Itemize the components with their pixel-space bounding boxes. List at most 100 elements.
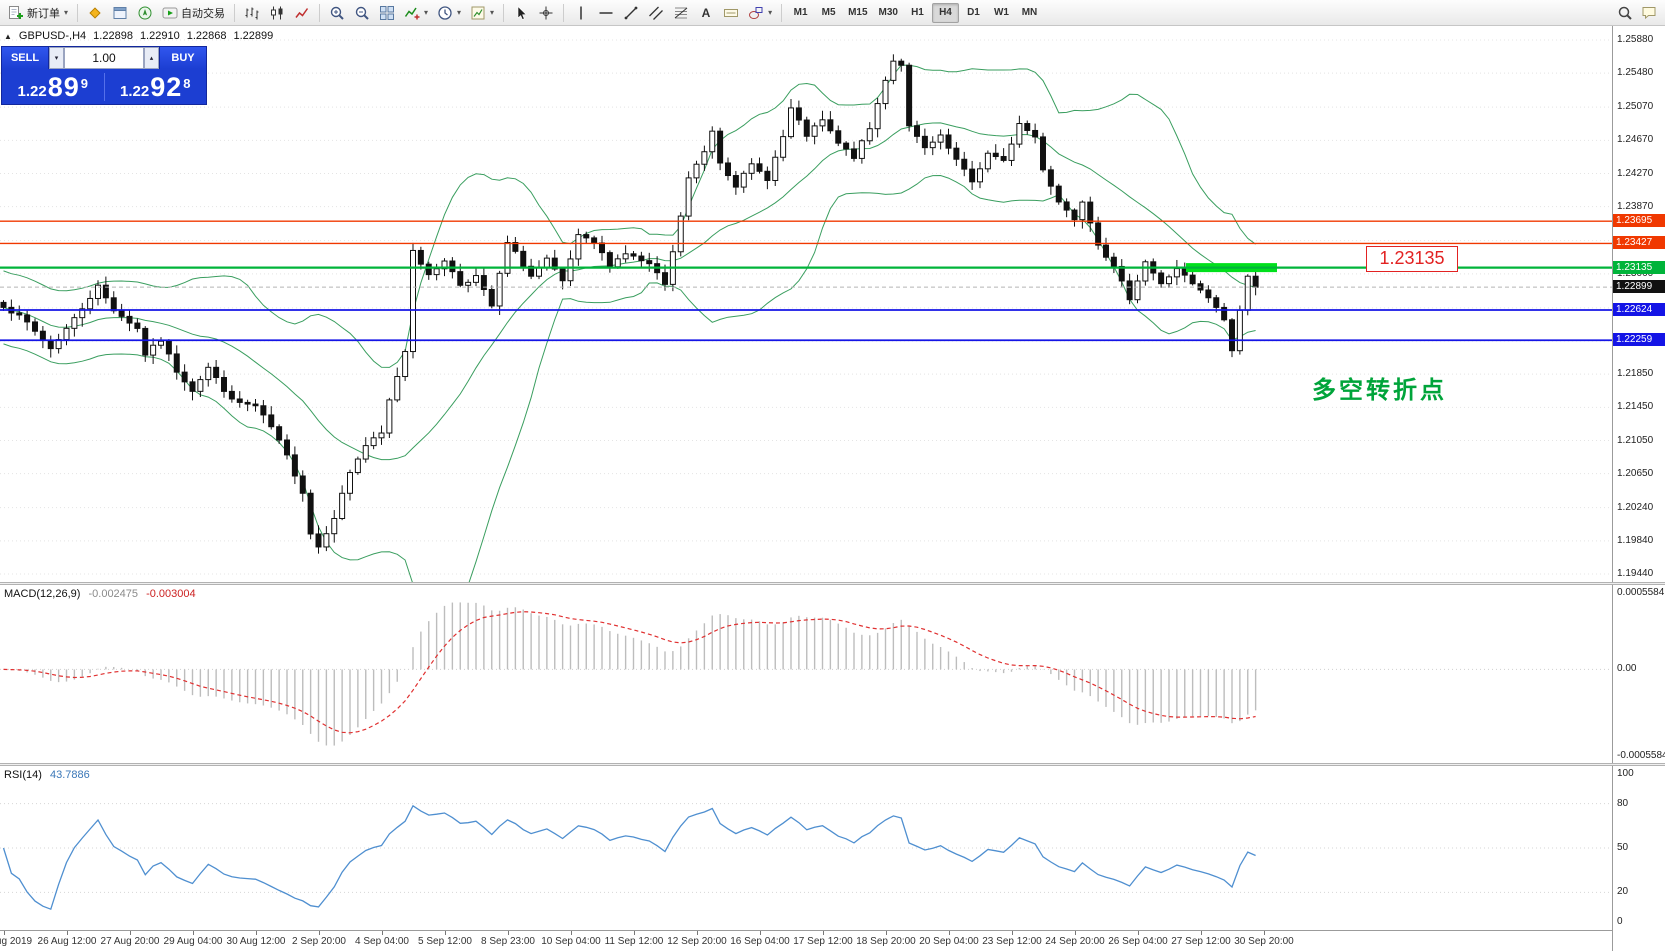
channel-button[interactable] [644,2,668,24]
chat-button[interactable] [1637,2,1661,24]
bar-chart-button[interactable] [240,2,264,24]
price-tick-label: 1.25480 [1617,67,1654,79]
fibonacci-icon [673,5,689,21]
chart-ohlc-header: ▲ GBPUSD-,H4 1.22898 1.22910 1.22868 1.2… [4,30,273,42]
time-tick [382,931,383,935]
sell-button[interactable]: SELL [2,47,49,69]
price-tick-label: 1.24670 [1617,134,1654,146]
volume-decrease-button[interactable]: ▾ [49,47,64,69]
zoom-in-button[interactable] [325,2,349,24]
vertical-line-button[interactable] [569,2,593,24]
price-tick-label: 1.21050 [1617,434,1654,446]
axis-separator [1612,26,1613,951]
timeframe-D1[interactable]: D1 [960,3,987,23]
time-tick [571,931,572,935]
horizontal-lines[interactable] [0,220,1612,342]
turning-point-note[interactable]: 多空转折点 [1312,377,1447,404]
candles [0,54,1259,554]
price-annotation-box[interactable]: 1.23135 [1366,245,1458,272]
volume-increase-button[interactable]: ▴ [144,47,159,69]
indicators-button[interactable]: ▾ [400,2,432,24]
price-tag-1.23695: 1.23695 [1613,214,1665,228]
panel-splitter[interactable] [0,582,1665,585]
crosshair-button[interactable] [534,2,558,24]
collapse-arrow-icon[interactable]: ▲ [4,31,12,41]
time-tick [1201,931,1202,935]
autotrading-icon [162,5,178,21]
text-button[interactable]: A [694,2,718,24]
candlestick-button[interactable] [265,2,289,24]
line-chart-button[interactable] [290,2,314,24]
buy-price-prefix: 1.22 [120,82,150,100]
new-order-button[interactable]: 新订单 ▾ [4,2,72,24]
dropdown-caret-icon: ▾ [768,8,773,17]
timeframe-W1[interactable]: W1 [988,3,1015,23]
macd-axis-min: -0.0005584 [1617,750,1665,761]
time-tick [67,931,68,935]
time-tick-label: 30 Sep 20:00 [1234,936,1294,947]
text-label-button[interactable] [719,2,743,24]
volume-input[interactable] [64,47,144,69]
time-tick-label: 12 Sep 20:00 [667,936,727,947]
fibonacci-button[interactable] [669,2,693,24]
timeframe-M30[interactable]: M30 [874,3,903,23]
time-tick [886,931,887,935]
buy-button[interactable]: BUY [159,47,206,69]
time-tick-label: 23 Sep 12:00 [982,936,1042,947]
time-tick [4,931,5,935]
tile-windows-button[interactable] [375,2,399,24]
timeframe-M5[interactable]: M5 [815,3,842,23]
panel-splitter[interactable] [0,763,1665,766]
current-price-tag: 1.22899 [1613,280,1665,294]
cursor-button[interactable] [509,2,533,24]
macd-chart[interactable] [0,585,1612,763]
rsi-axis-label: 50 [1617,842,1629,853]
rsi-chart[interactable] [0,766,1612,930]
rsi-axis-label: 80 [1617,797,1629,809]
quote-close: 1.22899 [233,30,274,42]
time-tick-label: 2 Sep 20:00 [292,936,346,947]
candlestick-chart[interactable] [0,26,1612,582]
dropdown-caret-icon: ▾ [457,8,462,17]
timeframe-H4[interactable]: H4 [931,2,959,23]
shapes-button[interactable]: ▾ [744,2,776,24]
price-axis[interactable]: 1.25880 1.25480 1.25070 1.24670 1.24270 1.238… [1613,26,1665,951]
navigator-button[interactable] [133,2,157,24]
price-tick-label: 1.19840 [1617,534,1654,546]
timeframe-M1[interactable]: M1 [787,3,814,23]
periods-button[interactable]: ▾ [433,2,465,24]
svg-text:A: A [702,6,711,20]
timeframe-M15[interactable]: M15 [843,3,872,23]
timeframe-MN[interactable]: MN [1016,3,1043,23]
data-window-button[interactable] [108,2,132,24]
macd-axis-zero: 0.00 [1617,663,1637,675]
timeframe-H1[interactable]: H1 [904,3,931,23]
time-tick [1075,931,1076,935]
new-order-button-label: 新订单 [27,7,60,20]
zoom-out-button[interactable] [350,2,374,24]
quote-open: 1.22898 [93,30,133,42]
trendline-button[interactable] [619,2,643,24]
sell-price[interactable]: 1.22 89 9 [2,72,104,102]
time-tick-label: 30 Aug 12:00 [226,936,286,947]
templates-icon [470,5,486,21]
bollinger-bands[interactable] [3,64,1256,582]
new-order-icon [8,5,24,21]
indicators-icon [404,5,420,21]
time-tick [949,931,950,935]
macd-name: MACD(12,26,9) [4,588,81,600]
time-tick-label: 23 Aug 2019 [0,936,33,947]
rsi-axis-label: 20 [1617,886,1629,898]
main-chart-panel: ▲ GBPUSD-,H4 1.22898 1.22910 1.22868 1.2… [0,26,1612,582]
search-button[interactable] [1613,2,1637,24]
horizontal-line-icon [598,5,614,21]
market-watch-button[interactable] [83,2,107,24]
horizontal-line-button[interactable] [594,2,618,24]
buy-price[interactable]: 1.22 92 8 [105,72,207,102]
time-tick-label: 17 Sep 12:00 [793,936,853,947]
time-tick [508,931,509,935]
templates-button[interactable]: ▾ [466,2,498,24]
autotrading-button[interactable]: 自动交易 [158,2,229,24]
